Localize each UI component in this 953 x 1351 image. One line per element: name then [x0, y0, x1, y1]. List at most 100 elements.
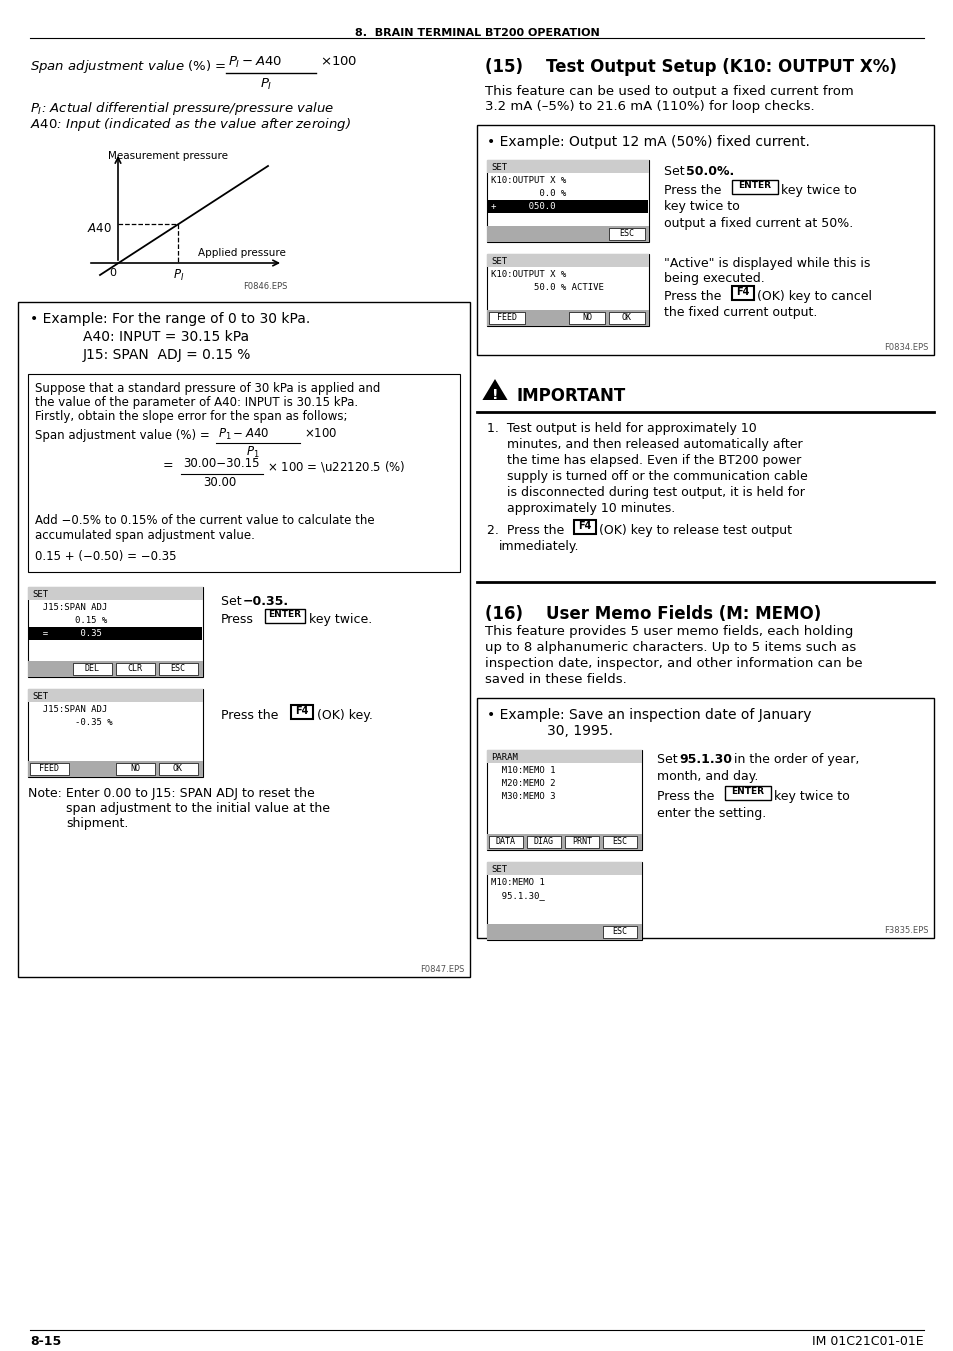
Text: $P_I$: $P_I$: [173, 267, 185, 284]
Bar: [28, 586, 203, 677]
Text: the value of the parameter of A40: INPUT is 30.15 kPa.: the value of the parameter of A40: INPUT…: [35, 396, 357, 409]
Text: Span adjustment value (%) =: Span adjustment value (%) =: [35, 430, 210, 442]
Text: M30:MEMO 3: M30:MEMO 3: [491, 792, 555, 801]
Bar: [568, 312, 604, 324]
Bar: [28, 689, 203, 777]
Bar: [265, 609, 305, 623]
Bar: [574, 520, 596, 534]
Text: +      050.0: + 050.0: [491, 203, 555, 211]
Text: shipment.: shipment.: [66, 817, 129, 830]
Bar: [489, 836, 522, 848]
Bar: [526, 836, 560, 848]
Text: 8.  BRAIN TERMINAL BT200 OPERATION: 8. BRAIN TERMINAL BT200 OPERATION: [355, 28, 598, 38]
Bar: [486, 924, 641, 940]
Bar: [29, 627, 202, 640]
Text: NO: NO: [130, 765, 140, 773]
Text: =      0.35: = 0.35: [32, 630, 102, 638]
Text: output a fixed current at 50%.: output a fixed current at 50%.: [663, 218, 852, 230]
Text: F0846.EPS: F0846.EPS: [243, 282, 288, 290]
Text: ESC: ESC: [618, 230, 634, 238]
Text: $P_1 - A40$: $P_1 - A40$: [218, 427, 269, 442]
Text: $\times$100: $\times$100: [319, 55, 357, 68]
Text: (OK) key to cancel: (OK) key to cancel: [757, 290, 871, 303]
Text: (16)    User Memo Fields (M: MEMO): (16) User Memo Fields (M: MEMO): [484, 605, 821, 623]
Text: F4: F4: [736, 286, 749, 297]
Text: $\times$100: $\times$100: [304, 427, 337, 440]
Text: the fixed current output.: the fixed current output.: [663, 305, 817, 319]
Text: 8-15: 8-15: [30, 1335, 61, 1348]
Text: key twice.: key twice.: [309, 613, 372, 626]
Text: M10:MEMO 1: M10:MEMO 1: [491, 766, 555, 775]
Text: 50.0 % ACTIVE: 50.0 % ACTIVE: [491, 282, 603, 292]
Text: • Example: Save an inspection date of January: • Example: Save an inspection date of Ja…: [486, 708, 811, 721]
Text: is disconnected during test output, it is held for: is disconnected during test output, it i…: [486, 486, 804, 499]
Text: F0847.EPS: F0847.EPS: [420, 965, 464, 974]
Text: Applied pressure: Applied pressure: [198, 249, 286, 258]
Bar: [476, 126, 933, 355]
Text: M20:MEMO 2: M20:MEMO 2: [491, 780, 555, 788]
Text: $P_1$: $P_1$: [246, 444, 259, 461]
Text: being executed.: being executed.: [663, 272, 764, 285]
Text: 1.  Test output is held for approximately 10: 1. Test output is held for approximately…: [486, 422, 756, 435]
Bar: [159, 763, 198, 775]
Text: 0.15 + (−0.50) = −0.35: 0.15 + (−0.50) = −0.35: [35, 550, 176, 563]
Bar: [28, 761, 203, 777]
Text: CLR: CLR: [128, 663, 142, 673]
Text: 30.00−30.15: 30.00−30.15: [183, 457, 259, 470]
Text: SET: SET: [491, 257, 507, 266]
Text: 3.2 mA (–5%) to 21.6 mA (110%) for loop checks.: 3.2 mA (–5%) to 21.6 mA (110%) for loop …: [484, 100, 814, 113]
Text: immediately.: immediately.: [498, 540, 578, 553]
Text: Measurement pressure: Measurement pressure: [108, 151, 228, 161]
Bar: [488, 200, 647, 213]
Text: PRNT: PRNT: [572, 838, 592, 846]
Bar: [489, 312, 524, 324]
Text: DIAG: DIAG: [534, 838, 554, 846]
Bar: [486, 226, 648, 242]
Bar: [28, 374, 459, 571]
Text: SET: SET: [491, 163, 507, 172]
Polygon shape: [482, 380, 507, 400]
Text: accumulated span adjustment value.: accumulated span adjustment value.: [35, 530, 254, 542]
Text: span adjustment to the initial value at the: span adjustment to the initial value at …: [66, 802, 330, 815]
Text: DATA: DATA: [496, 838, 516, 846]
Bar: [724, 786, 770, 800]
Text: OK: OK: [172, 765, 183, 773]
Bar: [608, 312, 644, 324]
Text: 30, 1995.: 30, 1995.: [546, 724, 613, 738]
Bar: [486, 159, 648, 242]
Text: 2.  Press the: 2. Press the: [486, 524, 563, 536]
Text: OK: OK: [621, 313, 631, 322]
Text: J15:SPAN ADJ: J15:SPAN ADJ: [32, 603, 107, 612]
Text: • Example: Output 12 mA (50%) fixed current.: • Example: Output 12 mA (50%) fixed curr…: [486, 135, 809, 149]
Text: ESC: ESC: [171, 663, 185, 673]
Text: saved in these fields.: saved in these fields.: [484, 673, 626, 686]
Text: SET: SET: [491, 865, 507, 874]
Text: in the order of year,: in the order of year,: [729, 753, 859, 766]
Bar: [159, 663, 198, 676]
Text: ESC: ESC: [612, 838, 627, 846]
Text: 95.1.30: 95.1.30: [679, 753, 731, 766]
Text: ENTER: ENTER: [731, 788, 763, 796]
Text: Suppose that a standard pressure of 30 kPa is applied and: Suppose that a standard pressure of 30 k…: [35, 382, 380, 394]
Text: 30.00: 30.00: [203, 476, 236, 489]
Text: supply is turned off or the communication cable: supply is turned off or the communicatio…: [486, 470, 807, 484]
Text: M10:MEMO 1: M10:MEMO 1: [491, 878, 544, 888]
Text: ENTER: ENTER: [738, 181, 771, 190]
Bar: [486, 750, 641, 850]
Bar: [486, 862, 641, 940]
Text: Set: Set: [663, 165, 688, 178]
Text: the time has elapsed. Even if the BT200 power: the time has elapsed. Even if the BT200 …: [486, 454, 801, 467]
Text: ESC: ESC: [612, 927, 627, 936]
Text: 0.0 %: 0.0 %: [491, 189, 566, 199]
Bar: [486, 834, 641, 850]
Text: IMPORTANT: IMPORTANT: [517, 386, 625, 405]
Text: =: =: [163, 459, 173, 471]
Text: (OK) key to release test output: (OK) key to release test output: [598, 524, 791, 536]
Text: Press: Press: [221, 613, 253, 626]
Text: 50.0%.: 50.0%.: [685, 165, 734, 178]
Text: enter the setting.: enter the setting.: [657, 807, 765, 820]
Bar: [486, 159, 648, 173]
Text: key twice to: key twice to: [781, 184, 856, 197]
Text: K10:OUTPUT X %: K10:OUTPUT X %: [491, 176, 566, 185]
Text: inspection date, inspector, and other information can be: inspection date, inspector, and other in…: [484, 657, 862, 670]
